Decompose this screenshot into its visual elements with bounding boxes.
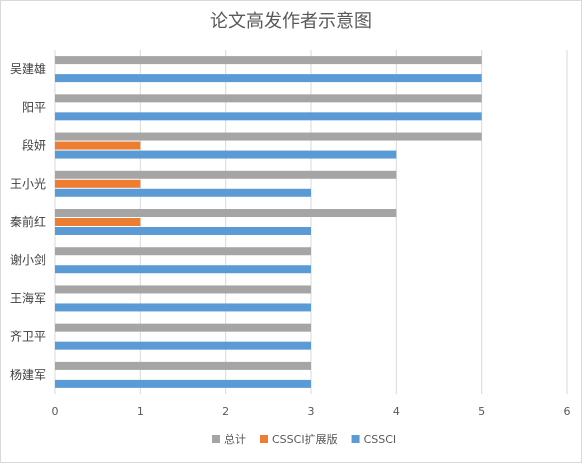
bar-总计 — [55, 247, 311, 256]
category-label: 段妍 — [22, 138, 46, 153]
category-label: 阳平 — [22, 100, 46, 114]
bar-CSSCI — [55, 150, 397, 159]
x-tick-label: 5 — [478, 405, 485, 418]
bar-总计 — [55, 132, 482, 141]
category-label: 杨建军 — [10, 367, 46, 382]
chart-title: 论文高发作者示意图 — [210, 11, 372, 32]
category-label: 吴建雄 — [10, 61, 46, 76]
bars — [55, 56, 482, 388]
bar-CSSCI — [55, 265, 311, 274]
x-tick-label: 2 — [222, 405, 229, 418]
bar-总计 — [55, 170, 397, 179]
bar-CSSCI — [55, 303, 311, 312]
x-tick-label: 6 — [564, 405, 571, 418]
x-tick-label: 1 — [137, 405, 144, 418]
bar-CSSCI — [55, 341, 311, 350]
category-label: 秦前红 — [10, 214, 46, 229]
legend: 总计 CSSCI扩展版 CSSCI — [212, 432, 396, 446]
bar-CSSCI扩展版 — [55, 179, 141, 188]
bar-总计 — [55, 285, 311, 294]
category-label: 王海军 — [10, 290, 46, 305]
legend-label: 总计 — [224, 432, 246, 446]
legend-label: CSSCI — [364, 433, 397, 446]
legend-swatch — [260, 435, 268, 443]
category-label: 齐卫平 — [10, 329, 46, 344]
bar-CSSCI — [55, 379, 311, 388]
x-tick-label: 4 — [393, 405, 400, 418]
x-tick-label: 3 — [308, 405, 315, 418]
bar-CSSCI — [55, 227, 311, 235]
x-tick-label: 0 — [52, 405, 59, 418]
bar-总计 — [55, 323, 311, 332]
bar-CSSCI — [55, 112, 482, 121]
bar-CSSCI — [55, 188, 311, 197]
bar-总计 — [55, 94, 482, 103]
legend-swatch — [212, 435, 220, 443]
legend-swatch — [351, 435, 360, 443]
grid-lines — [54, 50, 568, 394]
bar-CSSCI扩展版 — [55, 218, 141, 226]
bar-CSSCI — [55, 74, 482, 83]
legend-label: CSSCI扩展版 — [272, 432, 338, 446]
category-label: 谢小剑 — [10, 252, 46, 267]
bar-CSSCI扩展版 — [55, 141, 141, 150]
bar-总计 — [55, 361, 311, 370]
bar-总计 — [55, 56, 482, 65]
bar-总计 — [55, 209, 397, 217]
category-label: 王小光 — [10, 177, 46, 191]
x-tick-labels: 0 1 2 3 4 5 6 — [52, 405, 571, 418]
